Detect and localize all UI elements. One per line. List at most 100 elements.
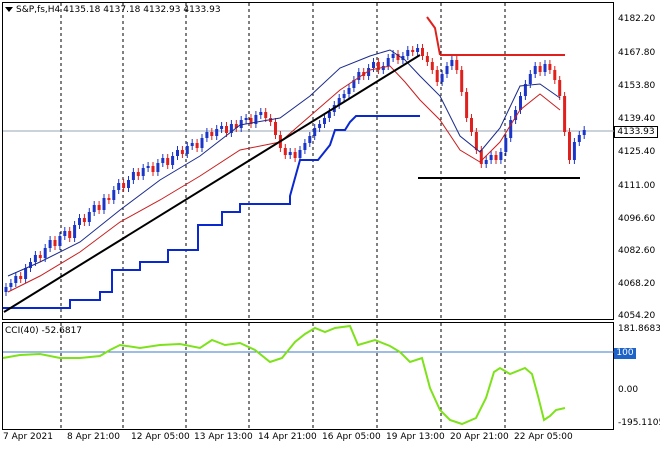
price-pane[interactable]: [2, 2, 614, 320]
candle-body: [107, 198, 111, 200]
candle-body: [185, 146, 189, 154]
candle-body: [352, 80, 356, 88]
candle-body: [244, 118, 248, 120]
candle-body: [146, 166, 150, 168]
candle-body: [484, 160, 488, 164]
candle-body: [14, 276, 18, 283]
candle-body: [430, 62, 434, 70]
candle-body: [563, 96, 567, 132]
price-tick: 4111.00: [618, 181, 656, 191]
candle-body: [514, 110, 518, 120]
candle-body: [234, 124, 238, 128]
candle-body: [63, 231, 67, 236]
cci-axis-top: 181.8683: [618, 324, 660, 334]
candle-body: [465, 92, 469, 118]
candle-body: [229, 124, 233, 133]
candle-body: [249, 118, 253, 124]
price-tick: 4082.60: [618, 246, 656, 256]
candle-body: [548, 64, 552, 70]
candle-body: [38, 255, 42, 258]
candle-body: [421, 48, 424, 56]
candle-body: [577, 135, 581, 142]
candle-body: [372, 62, 375, 68]
candle-body: [78, 218, 81, 225]
candle-body: [274, 122, 277, 135]
candle-body: [582, 130, 586, 135]
time-tick: 14 Apr 21:00: [258, 432, 317, 442]
candle-body: [117, 183, 121, 190]
candle-body: [416, 48, 420, 52]
candle-body: [264, 112, 268, 118]
candle-body: [499, 152, 503, 160]
candle-body: [381, 66, 385, 70]
candle-body: [494, 155, 498, 160]
time-tick: 13 Apr 13:00: [194, 432, 253, 442]
candle-body: [131, 172, 135, 180]
cci-line: [2, 324, 566, 426]
price-tick: 4125.40: [618, 147, 656, 157]
candle-body: [97, 205, 101, 210]
candle-body: [43, 248, 47, 258]
candle-body: [313, 128, 317, 136]
candle-body: [4, 287, 8, 292]
ohlc-values: 4135.18 4137.18 4132.93 4133.93: [63, 5, 221, 15]
candle-body: [367, 68, 371, 76]
candle-body: [122, 183, 126, 188]
candle-body: [82, 218, 86, 222]
candle-body: [308, 136, 312, 143]
candle-body: [225, 126, 228, 133]
time-tick: 16 Apr 05:00: [322, 432, 381, 442]
candle-body: [200, 138, 204, 148]
candle-body: [543, 64, 547, 72]
candle-body: [288, 152, 292, 155]
candle-body: [318, 124, 322, 128]
candle-body: [254, 115, 258, 124]
time-tick: 8 Apr 21:00: [67, 432, 120, 442]
candle-body: [171, 156, 175, 165]
candle-body: [519, 96, 522, 110]
candle-body: [425, 56, 429, 62]
candle-body: [68, 231, 72, 238]
symbol-header: S&P,fs,H4 4135.18 4137.18 4132.93 4133.9…: [16, 5, 221, 16]
candle-body: [572, 142, 576, 160]
current-price-label: 4133.93: [614, 126, 658, 138]
candle-body: [190, 143, 194, 146]
candle-body: [102, 198, 106, 210]
candle-body: [450, 60, 454, 66]
candle-body: [283, 148, 287, 155]
candle-body: [166, 158, 170, 165]
candle-body: [215, 129, 219, 136]
candle-body: [53, 240, 57, 246]
time-tick: 19 Apr 13:00: [386, 432, 445, 442]
time-tick: 22 Apr 05:00: [514, 432, 573, 442]
candle-body: [411, 50, 415, 52]
symbol-name: S&P,fs,H4: [16, 5, 61, 15]
candle-body: [504, 138, 508, 152]
candle-body: [455, 60, 459, 70]
candle-body: [298, 150, 302, 158]
chevron-down-icon[interactable]: [5, 7, 13, 12]
candle-body: [523, 84, 527, 96]
support-trendline: [3, 54, 421, 313]
candle-body: [342, 94, 346, 98]
price-tick: 4182.20: [618, 14, 656, 24]
slow-moving-average: [7, 65, 561, 293]
price-tick: 4068.20: [618, 279, 656, 289]
trend-step-line: [3, 115, 420, 309]
candle-body: [195, 143, 199, 148]
candle-body: [440, 74, 444, 82]
candle-body: [19, 276, 23, 279]
candle-body: [141, 168, 145, 176]
candle-body: [445, 66, 449, 74]
candle-body: [357, 72, 361, 80]
candle-body: [460, 70, 464, 92]
candle-body: [553, 70, 557, 80]
cci-pane[interactable]: [2, 322, 614, 430]
time-tick: 7 Apr 2021: [3, 432, 53, 442]
candle-body: [391, 54, 395, 58]
candle-body: [376, 62, 380, 70]
candle-body: [210, 132, 214, 136]
candle-body: [161, 158, 165, 163]
